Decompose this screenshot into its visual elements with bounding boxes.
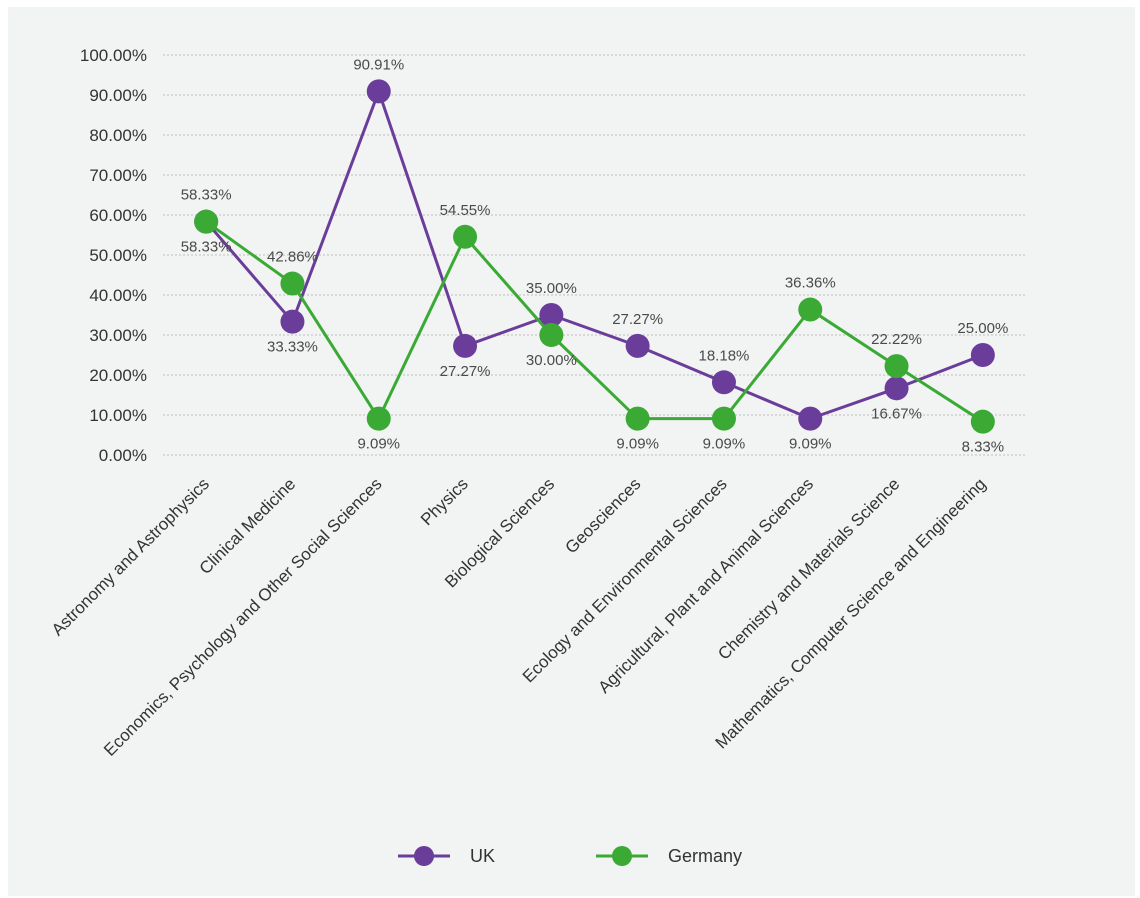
- data-label-uk: 33.33%: [267, 339, 318, 356]
- y-tick-label: 80.00%: [89, 126, 147, 145]
- y-axis: 0.00% 10.00% 20.00% 30.00% 40.00% 50.00% 60.00…: [80, 46, 147, 465]
- legend-marker-uk: [414, 846, 434, 866]
- legend-label-germany[interactable]: Germany: [668, 846, 742, 866]
- data-point-uk[interactable]: [970, 343, 995, 367]
- data-point-germany[interactable]: [539, 323, 564, 347]
- data-label-germany: 36.36%: [785, 275, 836, 292]
- x-category-label: Geosciences: [562, 474, 645, 557]
- x-category-label: Physics: [417, 474, 472, 529]
- data-point-uk[interactable]: [798, 406, 823, 431]
- data-labels: 58.33% 58.33% 42.86% 33.33% 90.91% 9.09% 54.55…: [181, 56, 1009, 455]
- line-chart: 0.00% 10.00% 20.00% 30.00% 40.00% 50.00% 60.00…: [48, 46, 1026, 866]
- data-point-germany[interactable]: [280, 271, 305, 296]
- y-tick-label: 70.00%: [89, 166, 147, 185]
- data-label-germany: 58.33%: [181, 187, 232, 204]
- data-point-uk[interactable]: [366, 79, 391, 104]
- data-label-uk: 25.00%: [957, 320, 1008, 337]
- data-label-uk: 16.67%: [871, 405, 922, 422]
- data-label-germany: 8.33%: [962, 439, 1005, 456]
- data-label-uk: 27.27%: [440, 363, 491, 380]
- legend-label-uk[interactable]: UK: [470, 846, 495, 866]
- data-point-germany[interactable]: [625, 406, 650, 431]
- data-point-uk[interactable]: [625, 333, 650, 358]
- data-point-germany[interactable]: [970, 409, 995, 434]
- data-label-uk: 27.27%: [612, 311, 663, 328]
- data-label-uk: 58.33%: [181, 239, 232, 256]
- data-label-germany: 9.09%: [616, 436, 659, 453]
- data-point-uk[interactable]: [539, 303, 564, 327]
- chart-container: 0.00% 10.00% 20.00% 30.00% 40.00% 50.00% 60.00…: [8, 7, 1135, 896]
- data-point-germany[interactable]: [366, 406, 391, 431]
- data-label-uk: 18.18%: [699, 347, 750, 364]
- data-point-uk[interactable]: [884, 376, 909, 401]
- series-line-uk: [205, 89, 984, 421]
- y-tick-label: 20.00%: [89, 366, 147, 385]
- data-point-germany[interactable]: [194, 209, 219, 234]
- data-label-germany: 30.00%: [526, 352, 577, 369]
- data-point-germany[interactable]: [711, 406, 736, 431]
- y-tick-label: 50.00%: [89, 246, 147, 265]
- data-point-uk[interactable]: [711, 370, 736, 395]
- y-tick-label: 0.00%: [99, 446, 147, 465]
- data-point-germany[interactable]: [453, 224, 478, 249]
- y-tick-label: 30.00%: [89, 326, 147, 345]
- data-label-uk: 35.00%: [526, 280, 577, 297]
- data-label-uk: 90.91%: [353, 56, 404, 73]
- y-tick-label: 90.00%: [89, 86, 147, 105]
- y-tick-label: 60.00%: [89, 206, 147, 225]
- data-label-uk: 9.09%: [789, 436, 832, 453]
- y-tick-label: 10.00%: [89, 406, 147, 425]
- data-label-germany: 54.55%: [440, 202, 491, 219]
- data-label-germany: 9.09%: [357, 436, 400, 453]
- legend-marker-germany: [612, 846, 632, 866]
- data-point-germany[interactable]: [798, 297, 823, 322]
- y-tick-label: 100.00%: [80, 46, 147, 65]
- data-point-germany[interactable]: [884, 354, 909, 379]
- legend: UK Germany: [398, 846, 742, 866]
- data-label-germany: 22.22%: [871, 331, 922, 348]
- series-line-germany: [205, 220, 984, 423]
- x-category-label: Astronomy and Astrophysics: [48, 474, 213, 639]
- series-group: [194, 79, 995, 434]
- data-label-germany: 42.86%: [267, 249, 318, 266]
- y-tick-label: 40.00%: [89, 286, 147, 305]
- data-label-germany: 9.09%: [703, 436, 746, 453]
- x-category-label: Chemistry and Materials Science: [714, 474, 903, 663]
- data-point-uk[interactable]: [453, 333, 478, 358]
- data-point-uk[interactable]: [280, 309, 305, 334]
